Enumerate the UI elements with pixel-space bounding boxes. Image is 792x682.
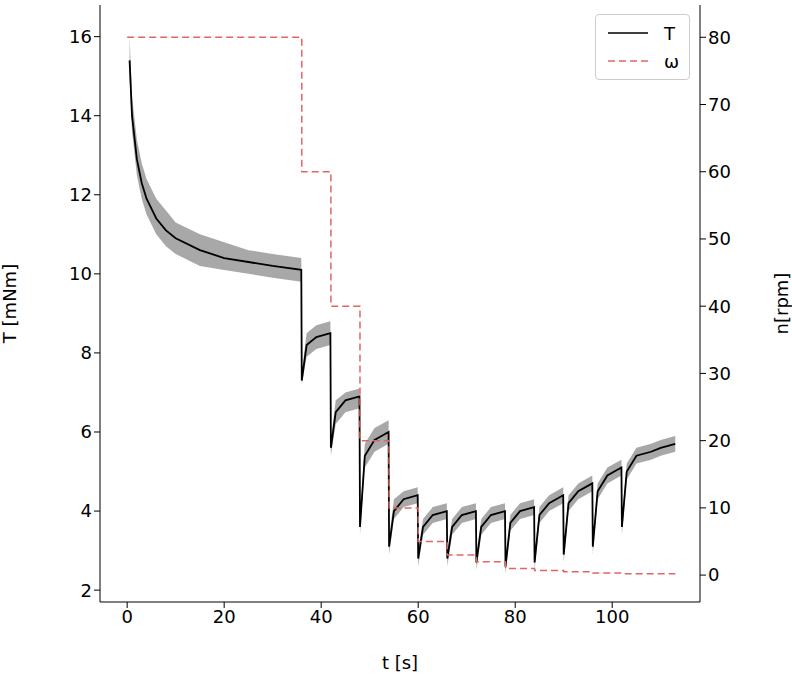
svg-text:t [s]: t [s] bbox=[382, 652, 418, 673]
svg-text:60: 60 bbox=[407, 606, 430, 627]
svg-text:T [mNm]: T [mNm] bbox=[0, 264, 20, 344]
svg-text:80: 80 bbox=[708, 27, 731, 48]
svg-text:10: 10 bbox=[69, 263, 92, 284]
svg-text:20: 20 bbox=[213, 606, 236, 627]
svg-text:80: 80 bbox=[504, 606, 527, 627]
svg-text:10: 10 bbox=[708, 497, 731, 518]
svg-text:14: 14 bbox=[69, 105, 92, 126]
svg-text:12: 12 bbox=[69, 184, 92, 205]
svg-text:0: 0 bbox=[121, 606, 132, 627]
svg-text:30: 30 bbox=[708, 363, 731, 384]
svg-text:70: 70 bbox=[708, 94, 731, 115]
svg-text:4: 4 bbox=[81, 500, 92, 521]
svg-text:8: 8 bbox=[81, 342, 92, 363]
svg-text:6: 6 bbox=[81, 421, 92, 442]
svg-text:60: 60 bbox=[708, 161, 731, 182]
svg-text:40: 40 bbox=[708, 296, 731, 317]
svg-text:40: 40 bbox=[310, 606, 333, 627]
svg-text:50: 50 bbox=[708, 228, 731, 249]
svg-text:0: 0 bbox=[708, 564, 719, 585]
svg-text:100: 100 bbox=[595, 606, 629, 627]
svg-text:16: 16 bbox=[69, 26, 92, 47]
html-text:T: T bbox=[663, 22, 675, 44]
html-text:ω: ω bbox=[663, 50, 679, 72]
svg-text:2: 2 bbox=[81, 580, 92, 601]
svg-text:20: 20 bbox=[708, 430, 731, 451]
svg-text:n[rpm]: n[rpm] bbox=[771, 273, 792, 335]
